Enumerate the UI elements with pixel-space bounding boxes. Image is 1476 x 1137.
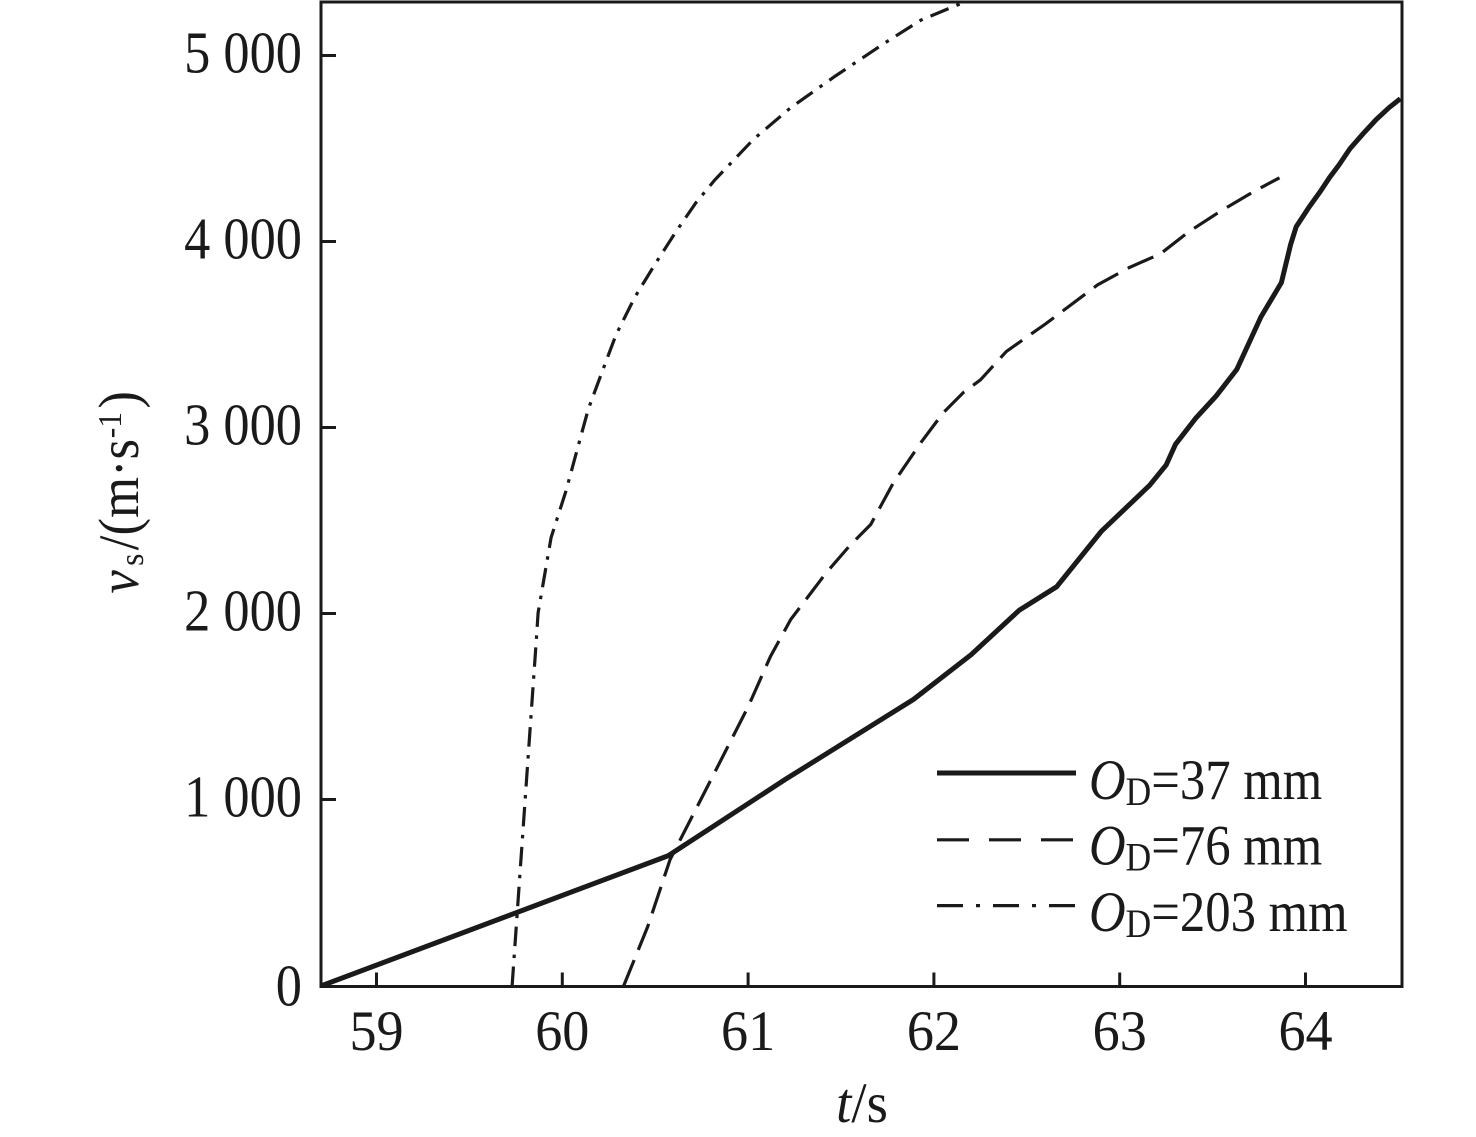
svg-text:5 000: 5 000 xyxy=(184,21,302,87)
svg-text:63: 63 xyxy=(1093,1000,1147,1064)
svg-text:=203 mm: =203 mm xyxy=(1151,880,1347,943)
svg-text:s: s xyxy=(114,554,151,566)
svg-text:): ) xyxy=(87,391,150,409)
svg-text:O: O xyxy=(1089,880,1126,943)
svg-text:O: O xyxy=(1089,814,1126,877)
svg-text:3 000: 3 000 xyxy=(184,393,302,459)
svg-text:v: v xyxy=(87,570,150,594)
svg-text:t/s: t/s xyxy=(836,1072,888,1135)
svg-text:=37 mm: =37 mm xyxy=(1151,748,1322,811)
svg-text:D: D xyxy=(1125,836,1151,880)
svg-text:4 000: 4 000 xyxy=(184,207,302,273)
svg-text:62: 62 xyxy=(907,1000,961,1064)
svg-text:1 000: 1 000 xyxy=(184,765,302,831)
svg-text:D: D xyxy=(1125,770,1151,814)
svg-text:/(m·s: /(m·s xyxy=(87,439,150,550)
svg-text:59: 59 xyxy=(349,1000,403,1064)
svg-text:D: D xyxy=(1125,902,1151,946)
svg-text:O: O xyxy=(1089,748,1126,811)
svg-text:=76 mm: =76 mm xyxy=(1151,814,1322,877)
svg-text:60: 60 xyxy=(535,1000,589,1064)
svg-text:64: 64 xyxy=(1278,1000,1332,1064)
svg-text:2 000: 2 000 xyxy=(184,579,302,645)
svg-text:-1: -1 xyxy=(92,412,129,438)
svg-text:61: 61 xyxy=(721,1000,775,1064)
svg-text:0: 0 xyxy=(276,954,302,1020)
